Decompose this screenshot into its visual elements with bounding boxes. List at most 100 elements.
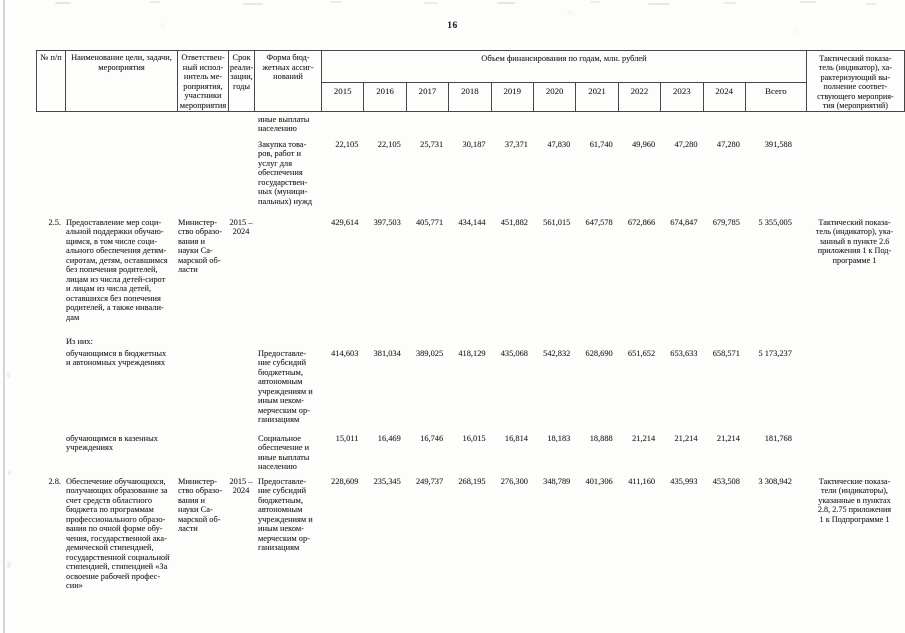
term-cell: 2015 – 2024 <box>229 477 253 496</box>
scan-artifact <box>7 372 10 378</box>
financing-value-cell: 561,015 <box>543 218 571 227</box>
table-row: Закупка това- ров, работ и услуг для обе… <box>36 140 903 206</box>
financing-value-cell: 658,571 <box>712 349 740 358</box>
measure-name-cell: обучающимся в казенных учреждениях <box>66 434 158 453</box>
table-row: обучающимся в казенных учреждениях Социа… <box>36 434 903 472</box>
financing-value-cell: 21,214 <box>716 434 740 443</box>
financing-value-cell: 3 308,942 <box>758 477 792 486</box>
financing-value-cell: 47,280 <box>716 140 740 149</box>
scan-artifact <box>243 3 263 5</box>
financing-value-cell: 5 355,005 <box>758 218 792 227</box>
financing-value-cell: 405,771 <box>415 218 444 227</box>
financing-value-cell: 651,652 <box>627 349 656 358</box>
financing-value-cell: 391,588 <box>764 140 792 149</box>
financing-value-cell: 22,105 <box>335 140 359 149</box>
financing-value-cell: 276,300 <box>500 477 528 486</box>
responsible-cell: Министер- ство образо- вания и науки Са-… <box>178 218 223 275</box>
scan-artifact <box>724 2 736 4</box>
financing-value-cell: 628,690 <box>585 349 613 358</box>
financing-value-cell: 47,830 <box>547 140 571 149</box>
financing-value-cell: 672,866 <box>627 218 656 227</box>
financing-value-cell: 21,214 <box>674 434 698 443</box>
financing-value-cell: 679,785 <box>712 218 740 227</box>
financing-value-cell: 401,306 <box>585 477 613 486</box>
header-year-2022: 2022 <box>619 83 662 111</box>
measure-name-cell: обучающимся в бюджетных и автономных учр… <box>66 349 167 368</box>
financing-value-cell: 49,960 <box>632 140 656 149</box>
header-year-2019: 2019 <box>492 83 534 111</box>
financing-value-cell: 181,768 <box>764 434 792 443</box>
header-col-term: Срок реали- зации, годы <box>229 51 255 111</box>
header-year-2021: 2021 <box>576 83 619 111</box>
measure-name-cell: Из них: <box>66 337 93 346</box>
financing-value-cell: 16,469 <box>377 434 401 443</box>
financing-value-cell: 381,034 <box>373 349 401 358</box>
financing-value-cell: 18,888 <box>589 434 613 443</box>
budget-form-cell: Закупка това- ров, работ и услуг для обе… <box>258 140 313 206</box>
financing-value-cell: 30,187 <box>462 140 486 149</box>
header-year-2024: 2024 <box>704 83 746 111</box>
scan-artifact <box>800 1 816 3</box>
financing-value-cell: 16,015 <box>462 434 486 443</box>
scan-edge-line <box>3 0 5 633</box>
scan-artifact <box>866 3 876 5</box>
page-number: 16 <box>447 21 458 31</box>
financing-value-cell: 25,731 <box>420 140 444 149</box>
financing-value-cell: 453,508 <box>712 477 740 486</box>
financing-value-cell: 411,160 <box>628 477 656 486</box>
table-header: № п/п Наименование цели, задачи, меропри… <box>36 50 905 112</box>
financing-values: 414,603 381,034 389,025 418,129 435,068 542,8… <box>321 349 806 358</box>
financing-values: 429,614 397,503 405,771 434,144 451,882 561,0… <box>321 218 806 227</box>
header-year-2017: 2017 <box>407 83 450 111</box>
header-col-responsible: Ответствен- ный испол- нитель ме- роприя… <box>178 51 229 111</box>
header-year-2015: 2015 <box>322 83 365 111</box>
budget-form-cell: Социальное обеспечение и иные выплаты на… <box>258 434 310 472</box>
financing-value-cell: 397,503 <box>373 218 401 227</box>
scan-artifact <box>7 562 11 568</box>
financing-value-cell: 235,345 <box>373 477 401 486</box>
budget-form-cell: Предоставле- ние субсидий бюджетным, авт… <box>258 349 313 425</box>
financing-value-cell: 18,183 <box>547 434 571 443</box>
header-col-number: № п/п <box>37 51 66 111</box>
header-year-2020: 2020 <box>534 83 577 111</box>
scan-artifact <box>497 2 515 4</box>
financing-value-cell: 16,814 <box>504 434 528 443</box>
row-number-cell: 2.8. <box>48 477 61 486</box>
term-cell: 2015 – 2024 <box>229 218 253 237</box>
financing-value-cell: 653,633 <box>670 349 698 358</box>
financing-value-cell: 61,740 <box>589 140 613 149</box>
financing-value-cell: 647,578 <box>585 218 613 227</box>
financing-values: 228,609 235,345 249,737 268,195 276,300 348,7… <box>321 477 806 486</box>
financing-value-cell: 435,993 <box>670 477 698 486</box>
financing-value-cell: 22,105 <box>377 140 401 149</box>
financing-value-cell: 5 173,237 <box>758 349 792 358</box>
header-year-2018: 2018 <box>449 83 492 111</box>
financing-value-cell: 389,025 <box>415 349 444 358</box>
financing-value-cell: 674,847 <box>670 218 698 227</box>
financing-value-cell: 37,371 <box>504 140 528 149</box>
scan-artifact <box>590 1 600 3</box>
scan-artifact <box>55 2 71 4</box>
financing-value-cell: 21,214 <box>632 434 656 443</box>
financing-value-cell: 434,144 <box>458 218 486 227</box>
budget-form-cell: иные выплаты населению <box>258 115 310 134</box>
header-col-name: Наименование цели, задачи, мероприятия <box>66 51 178 111</box>
financing-value-cell: 435,068 <box>500 349 528 358</box>
financing-value-cell: 228,609 <box>331 477 359 486</box>
financing-value-cell: 451,882 <box>500 218 528 227</box>
scan-artifact <box>8 470 11 475</box>
table-row: обучающимся в бюджетных и автономных учр… <box>36 349 903 425</box>
financing-value-cell: 16,746 <box>420 434 444 443</box>
financing-values: 22,105 22,105 25,731 30,187 37,371 47,830 61,7… <box>321 140 806 149</box>
header-col-total: Всего <box>746 83 807 111</box>
header-year-2023: 2023 <box>661 83 704 111</box>
financing-value-cell: 47,280 <box>674 140 698 149</box>
table-row: иные выплаты населению <box>36 115 903 134</box>
scan-artifact <box>424 2 438 4</box>
financing-value-cell: 268,195 <box>458 477 486 486</box>
header-year-2016: 2016 <box>364 83 407 111</box>
financing-value-cell: 429,614 <box>331 218 359 227</box>
scan-artifact <box>330 1 342 3</box>
financing-value-cell: 348,789 <box>543 477 571 486</box>
